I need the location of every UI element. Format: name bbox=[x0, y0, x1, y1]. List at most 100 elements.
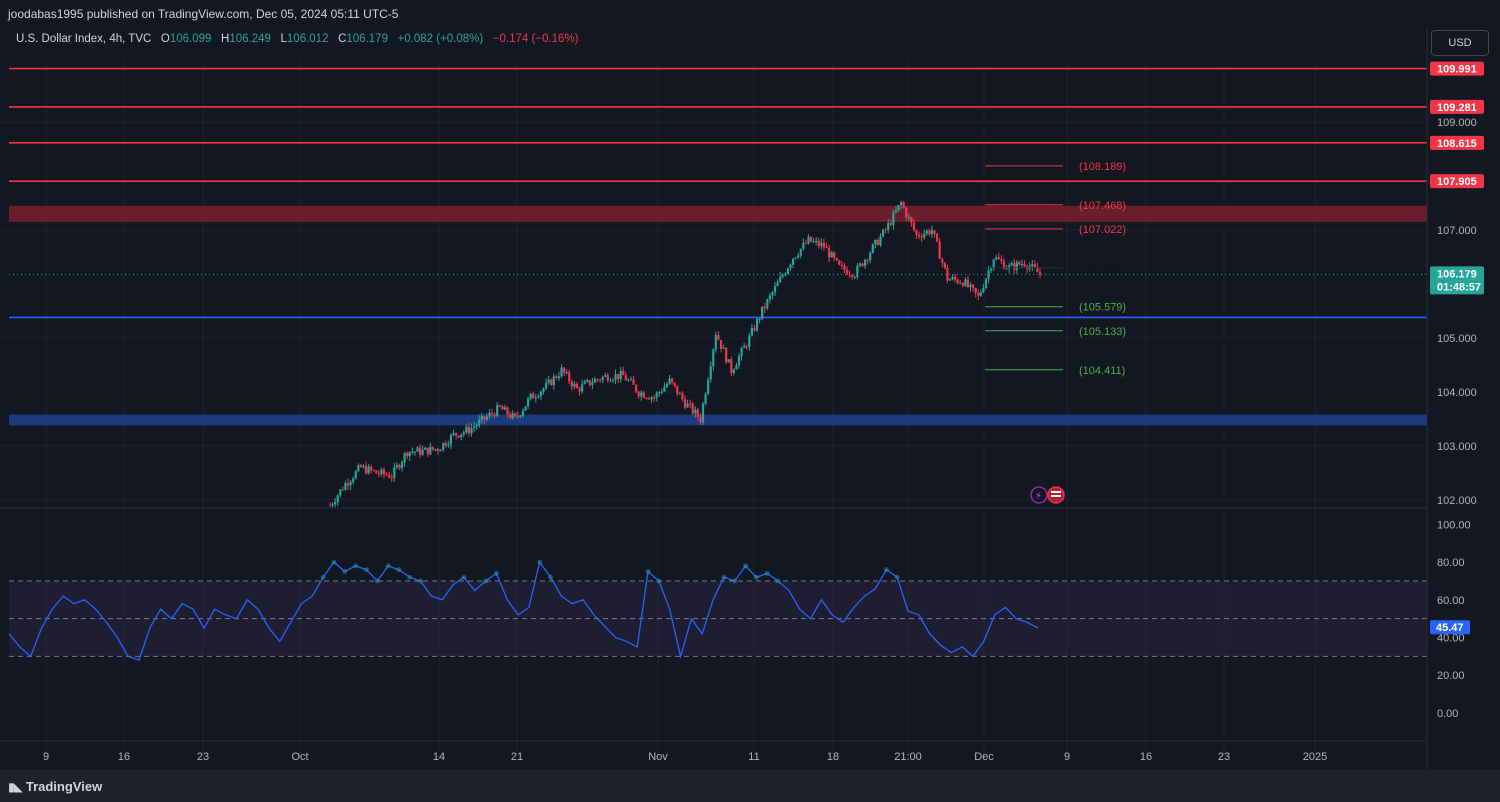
price-axis[interactable]: 109.000 107.000 105.000 104.000 103.000 102.0… bbox=[1437, 117, 1477, 507]
rsi-overbought-mark bbox=[645, 569, 651, 575]
rsi-overbought-mark bbox=[363, 567, 369, 573]
candle-body bbox=[457, 435, 460, 438]
candle-body bbox=[982, 287, 985, 293]
candle-body bbox=[861, 263, 864, 267]
price-tick-label: 105.000 bbox=[1437, 333, 1477, 345]
candle-body bbox=[665, 383, 669, 387]
candle-body bbox=[624, 375, 627, 381]
candle-body bbox=[588, 380, 591, 385]
rsi-tick-label: 100.00 bbox=[1437, 519, 1471, 531]
candle-body bbox=[827, 247, 831, 258]
candle-body bbox=[416, 447, 419, 452]
candle-body bbox=[799, 248, 802, 256]
candle-body bbox=[627, 379, 630, 381]
event-icons[interactable]: ⚡ bbox=[1030, 486, 1065, 504]
price-tick-label: 107.000 bbox=[1437, 225, 1477, 237]
rsi-overbought-mark bbox=[775, 578, 781, 584]
candle-body bbox=[745, 346, 748, 348]
candle-body bbox=[462, 432, 465, 435]
candle-body bbox=[881, 229, 885, 237]
candle-body bbox=[773, 286, 777, 293]
candle-body bbox=[1036, 267, 1039, 273]
rsi-overbought-mark bbox=[732, 578, 738, 584]
rsi-overbought-mark bbox=[396, 567, 402, 573]
candle-body bbox=[743, 346, 746, 349]
candle-body bbox=[532, 393, 535, 399]
candle-body bbox=[691, 403, 694, 414]
projection-label: (104.411) bbox=[1079, 365, 1125, 377]
projection-label: (105.133) bbox=[1079, 326, 1126, 338]
time-tick-label: Dec bbox=[974, 751, 994, 763]
candle-body bbox=[514, 413, 517, 416]
candle-body bbox=[897, 205, 900, 211]
candle-body bbox=[917, 234, 921, 237]
horizontal-levels[interactable] bbox=[9, 67, 1427, 319]
candle-body bbox=[954, 276, 957, 280]
candle-body bbox=[727, 359, 730, 363]
high-label: H bbox=[221, 33, 230, 45]
top-bar bbox=[0, 0, 1500, 28]
projection-levels[interactable]: (108.189) (107.468) (107.022) (106.300) (105… bbox=[985, 161, 1126, 377]
resistance-price-label: 107.905 bbox=[1437, 176, 1477, 188]
candle-body bbox=[436, 449, 440, 452]
time-tick-label: 16 bbox=[118, 751, 130, 763]
candle-body bbox=[647, 398, 651, 400]
candle-body bbox=[686, 403, 689, 408]
tradingview-brand[interactable]: ▮◣ TradingView bbox=[8, 779, 102, 794]
candle-body bbox=[426, 447, 429, 455]
symbol-label[interactable]: U.S. Dollar Index, 4h, TVC bbox=[16, 33, 152, 45]
rsi-line[interactable] bbox=[8, 560, 1039, 661]
candle-body bbox=[1031, 264, 1034, 267]
time-tick-label: 16 bbox=[1140, 751, 1152, 763]
price-flags: 109.991 109.281 108.615 107.905 106.17901:48… bbox=[1430, 61, 1484, 295]
candle-body bbox=[359, 465, 362, 468]
candle-body bbox=[403, 453, 406, 463]
candle-body bbox=[853, 276, 856, 278]
candle-body bbox=[658, 392, 661, 394]
publisher-line: joodabas1995 published on TradingView.co… bbox=[8, 7, 399, 21]
candle-body bbox=[874, 239, 877, 245]
candle-body bbox=[737, 356, 741, 366]
candle-body bbox=[740, 348, 743, 357]
candle-body bbox=[807, 236, 810, 244]
rsi-axis[interactable]: 100.00 80.00 60.00 40.00 20.00 0.00 45.47 bbox=[1430, 519, 1471, 720]
candle-body bbox=[583, 381, 586, 385]
candle-body bbox=[987, 270, 990, 279]
candle-body bbox=[694, 409, 697, 414]
candle-body bbox=[557, 376, 561, 378]
candle-body bbox=[380, 469, 383, 475]
candle-body bbox=[725, 347, 728, 363]
candle-body bbox=[367, 466, 370, 474]
candle-body bbox=[604, 375, 607, 377]
candle-body bbox=[439, 449, 442, 452]
time-tick-label: 9 bbox=[1064, 751, 1070, 763]
open-label: O bbox=[160, 33, 170, 45]
candle-body bbox=[714, 335, 717, 350]
time-axis[interactable]: 9 16 23 Oct 14 21 Nov 11 18 21:00 Dec 9 16 23 2025 bbox=[0, 28, 1428, 770]
currency-button[interactable]: USD bbox=[1431, 30, 1489, 56]
close-label: C bbox=[338, 33, 347, 45]
resistance-zone[interactable] bbox=[9, 205, 1427, 222]
price-chart[interactable]: (108.189) (107.468) (107.022) (106.300) (105… bbox=[0, 0, 1500, 770]
candle-body bbox=[848, 274, 851, 276]
candle-body bbox=[606, 375, 609, 381]
candle-body bbox=[349, 481, 352, 486]
us-flag-stripe-icon bbox=[1051, 495, 1061, 497]
candle-body bbox=[339, 489, 342, 496]
candle-body bbox=[884, 229, 887, 231]
candle-body bbox=[735, 365, 738, 370]
candle-body bbox=[632, 379, 635, 385]
candle-body bbox=[452, 433, 455, 436]
change-value: +0.082 (+0.08%) bbox=[397, 33, 484, 45]
candle-body bbox=[997, 257, 1000, 260]
lightning-icon[interactable] bbox=[1030, 486, 1048, 504]
candle-body bbox=[948, 279, 952, 281]
rsi-pane[interactable] bbox=[8, 559, 1427, 661]
candle-body bbox=[421, 449, 424, 455]
candle-body bbox=[508, 414, 512, 418]
candle-body bbox=[377, 473, 380, 475]
support-zone[interactable] bbox=[9, 414, 1427, 426]
candle-body bbox=[907, 217, 910, 219]
candle-body bbox=[406, 453, 409, 457]
candle-body bbox=[758, 318, 761, 320]
